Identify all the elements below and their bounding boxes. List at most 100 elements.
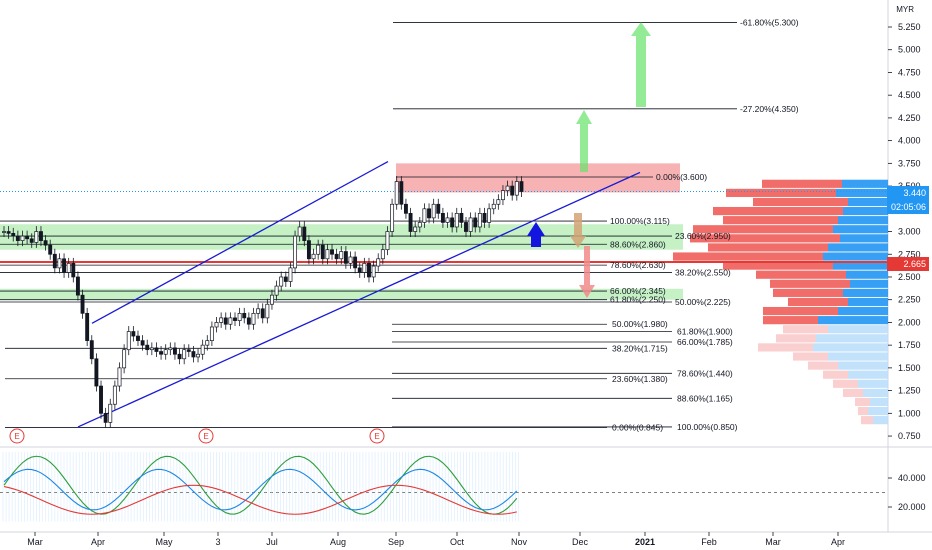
profile-bar-buy xyxy=(813,343,888,352)
profile-bar-buy xyxy=(838,306,888,316)
candle-body xyxy=(473,217,478,228)
candle-body xyxy=(242,312,247,319)
profile-bar-buy xyxy=(816,334,888,343)
candle-body xyxy=(283,276,288,282)
profile-bar-sell xyxy=(793,352,828,361)
profile-bar-buy xyxy=(828,352,888,361)
price-axis-label: 1.500 xyxy=(898,363,921,373)
price-axis-label: 0.750 xyxy=(898,431,921,441)
candle-body xyxy=(89,340,94,360)
profile-bar-buy xyxy=(823,252,888,261)
candle-body xyxy=(316,244,321,255)
candle-body xyxy=(233,317,237,321)
fib-label-upper: -27.20%(4.350) xyxy=(740,104,799,114)
profile-bar-buy xyxy=(873,416,888,425)
candle-body xyxy=(440,212,445,223)
candle-body xyxy=(482,212,487,223)
profile-bar-buy xyxy=(848,297,888,307)
candle-body xyxy=(311,253,316,260)
candle-body xyxy=(408,212,413,232)
channel-lower-line xyxy=(77,171,641,428)
fib-label-lower: 78.60%(1.440) xyxy=(677,368,733,378)
price-axis-label: 2.500 xyxy=(898,272,921,282)
candle-body xyxy=(464,222,468,232)
time-axis-label: Feb xyxy=(701,537,717,547)
candle-body xyxy=(325,249,330,260)
profile-bar-buy xyxy=(838,216,888,225)
candle-body xyxy=(80,294,85,314)
support-zone-lower xyxy=(0,288,683,300)
time-axis-label: Apr xyxy=(91,537,105,547)
price-axis-label: 2.750 xyxy=(898,249,921,259)
time-axis-label: Apr xyxy=(831,537,845,547)
candle-body xyxy=(43,240,48,246)
fib-label-lower: 66.00%(1.785) xyxy=(677,337,733,347)
profile-bar-buy xyxy=(848,197,888,207)
profile-bar-sell xyxy=(858,406,868,416)
candle-body xyxy=(413,226,418,232)
candle-body xyxy=(297,226,302,237)
candle-body xyxy=(48,244,53,255)
profile-bar-sell xyxy=(762,179,842,188)
time-axis-label: Jul xyxy=(266,537,278,547)
profile-bar-buy xyxy=(870,397,888,407)
candle-body xyxy=(385,231,390,251)
profile-bar-sell xyxy=(855,397,870,407)
fib-label-lower: 0.00%(0.845) xyxy=(612,422,663,432)
candle-body xyxy=(265,303,270,319)
candle-body xyxy=(288,267,293,282)
candle-body xyxy=(186,349,191,352)
candle-body xyxy=(237,312,242,321)
profile-bar-buy xyxy=(840,234,888,243)
candle-body xyxy=(348,256,353,264)
profile-bar-buy xyxy=(842,179,888,188)
profile-bar-sell xyxy=(783,325,828,334)
earnings-marker xyxy=(198,428,214,444)
candle-body xyxy=(131,331,136,337)
candle-body xyxy=(6,231,11,234)
candle-body xyxy=(468,217,473,232)
candle-body xyxy=(196,353,200,358)
fib-label-upper: 88.60%(2.860) xyxy=(610,239,666,249)
candle-body xyxy=(260,308,265,319)
candle-body xyxy=(246,317,251,325)
candle-body xyxy=(450,217,455,228)
candle-body xyxy=(122,349,127,369)
candle-body xyxy=(293,235,298,269)
profile-bar-sell xyxy=(713,206,843,216)
fib-label-upper: 61.80%(2.250) xyxy=(610,295,666,305)
profile-bar-sell xyxy=(770,279,850,288)
candle-body xyxy=(209,326,214,341)
target-arrow-up-large xyxy=(631,22,651,107)
candle-body xyxy=(112,385,117,405)
profile-bar-sell xyxy=(756,270,846,279)
candle-body xyxy=(306,240,311,260)
candle-body xyxy=(394,181,399,205)
profile-bar-buy xyxy=(828,325,888,334)
profile-bar-sell xyxy=(723,261,833,270)
time-axis-label: May xyxy=(155,537,173,547)
earnings-marker xyxy=(369,428,385,444)
osc-blue-line xyxy=(3,468,518,511)
fib-label-upper: 66.00%(2.345) xyxy=(610,286,666,296)
profile-bar-sell xyxy=(708,243,828,252)
earnings-label: E xyxy=(203,432,208,441)
candle-body xyxy=(477,212,482,228)
candle-body xyxy=(487,208,492,223)
candle-body xyxy=(163,349,168,355)
candle-body xyxy=(177,353,182,360)
channel-upper-line xyxy=(91,160,389,324)
profile-bar-buy xyxy=(828,243,888,252)
candle-body xyxy=(15,235,20,241)
profile-bar-buy xyxy=(838,361,888,370)
candle-body xyxy=(417,222,422,228)
resistance-zone xyxy=(396,163,680,193)
candle-body xyxy=(103,412,108,423)
candle-body xyxy=(126,331,131,351)
candle-body xyxy=(501,190,505,201)
fib-label-upper: 23.60%(2.950) xyxy=(675,231,731,241)
candle-body xyxy=(427,208,431,219)
candle-body xyxy=(505,185,510,191)
